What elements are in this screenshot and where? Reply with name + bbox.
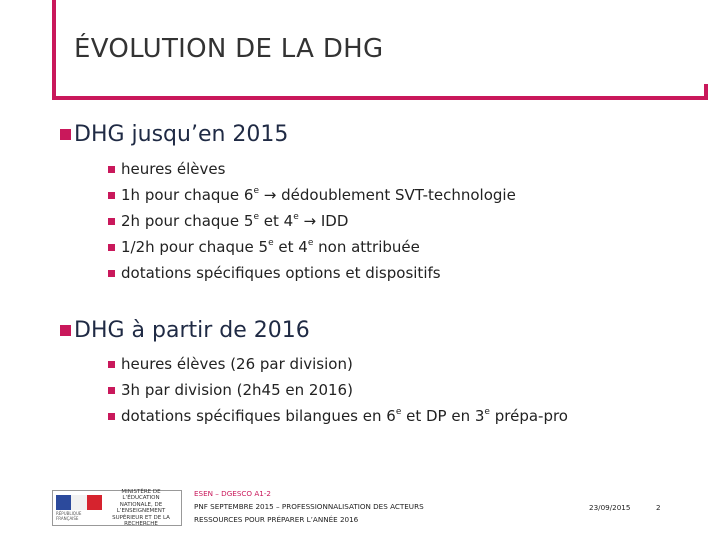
list-item: heures élèves (26 par division)	[108, 351, 568, 377]
list-item-text: 3h par division (2h45 en 2016)	[121, 381, 353, 399]
slide-title: ÉVOLUTION DE LA DHG	[74, 34, 384, 64]
square-bullet-icon	[108, 360, 115, 368]
title-frame-tick	[704, 84, 708, 100]
list-item: 1/2h pour chaque 5e et 4e non attribuée	[108, 234, 516, 260]
square-bullet-icon	[108, 191, 115, 199]
bullet-list-2015: heures élèves 1h pour chaque 6e → dédoub…	[108, 156, 516, 286]
list-item: 1h pour chaque 6e → dédoublement SVT-tec…	[108, 182, 516, 208]
square-bullet-icon	[60, 129, 71, 140]
section-heading-2016: DHG à partir de 2016	[60, 318, 310, 343]
square-bullet-icon	[108, 165, 115, 173]
section-heading-2015: DHG jusqu’en 2015	[60, 122, 288, 147]
square-bullet-icon	[108, 243, 115, 251]
square-bullet-icon	[108, 269, 115, 277]
ministry-logo: RÉPUBLIQUE FRANÇAISE MINISTÈRE DE L’ÉDUC…	[52, 488, 182, 528]
logo-republic-text: RÉPUBLIQUE FRANÇAISE	[56, 511, 82, 521]
list-item-text: 1h pour chaque 6e → dédoublement SVT-tec…	[121, 186, 516, 204]
bullet-list-2016: heures élèves (26 par division) 3h par d…	[108, 351, 568, 429]
footer-line1: PNF SEPTEMBRE 2015 – PROFESSIONNALISATIO…	[194, 502, 424, 511]
section-heading-text: DHG jusqu’en 2015	[74, 122, 289, 147]
slide-footer: RÉPUBLIQUE FRANÇAISE MINISTÈRE DE L’ÉDUC…	[0, 480, 720, 540]
list-item-text: 2h pour chaque 5e et 4e → IDD	[121, 212, 349, 230]
list-item: 3h par division (2h45 en 2016)	[108, 377, 568, 403]
list-item-text: dotations spécifiques bilangues en 6e et…	[121, 407, 568, 425]
logo-ministry-text: MINISTÈRE DE L’ÉDUCATION NATIONALE, DE L…	[112, 488, 170, 528]
page-number: 2	[656, 503, 661, 512]
list-item-text: heures élèves	[121, 160, 226, 178]
footer-line2: RESSOURCES POUR PRÉPARER L’ANNÉE 2016	[194, 515, 359, 524]
square-bullet-icon	[108, 412, 115, 420]
list-item-text: heures élèves (26 par division)	[121, 355, 353, 373]
list-item-text: 1/2h pour chaque 5e et 4e non attribuée	[121, 238, 420, 256]
square-bullet-icon	[108, 386, 115, 394]
section-heading-text: DHG à partir de 2016	[74, 318, 310, 343]
list-item: heures élèves	[108, 156, 516, 182]
list-item: 2h pour chaque 5e et 4e → IDD	[108, 208, 516, 234]
footer-org: ESEN – DGESCO A1-2	[194, 489, 272, 498]
square-bullet-icon	[108, 217, 115, 225]
list-item-text: dotations spécifiques options et disposi…	[121, 264, 441, 282]
marianne-flag-icon: RÉPUBLIQUE FRANÇAISE	[56, 495, 102, 521]
square-bullet-icon	[60, 325, 71, 336]
list-item: dotations spécifiques options et disposi…	[108, 260, 516, 286]
footer-date: 23/09/2015	[589, 503, 631, 512]
list-item: dotations spécifiques bilangues en 6e et…	[108, 403, 568, 429]
footer-text: ESEN – DGESCO A1-2 PNF SEPTEMBRE 2015 – …	[194, 487, 424, 526]
title-frame	[52, 0, 708, 100]
